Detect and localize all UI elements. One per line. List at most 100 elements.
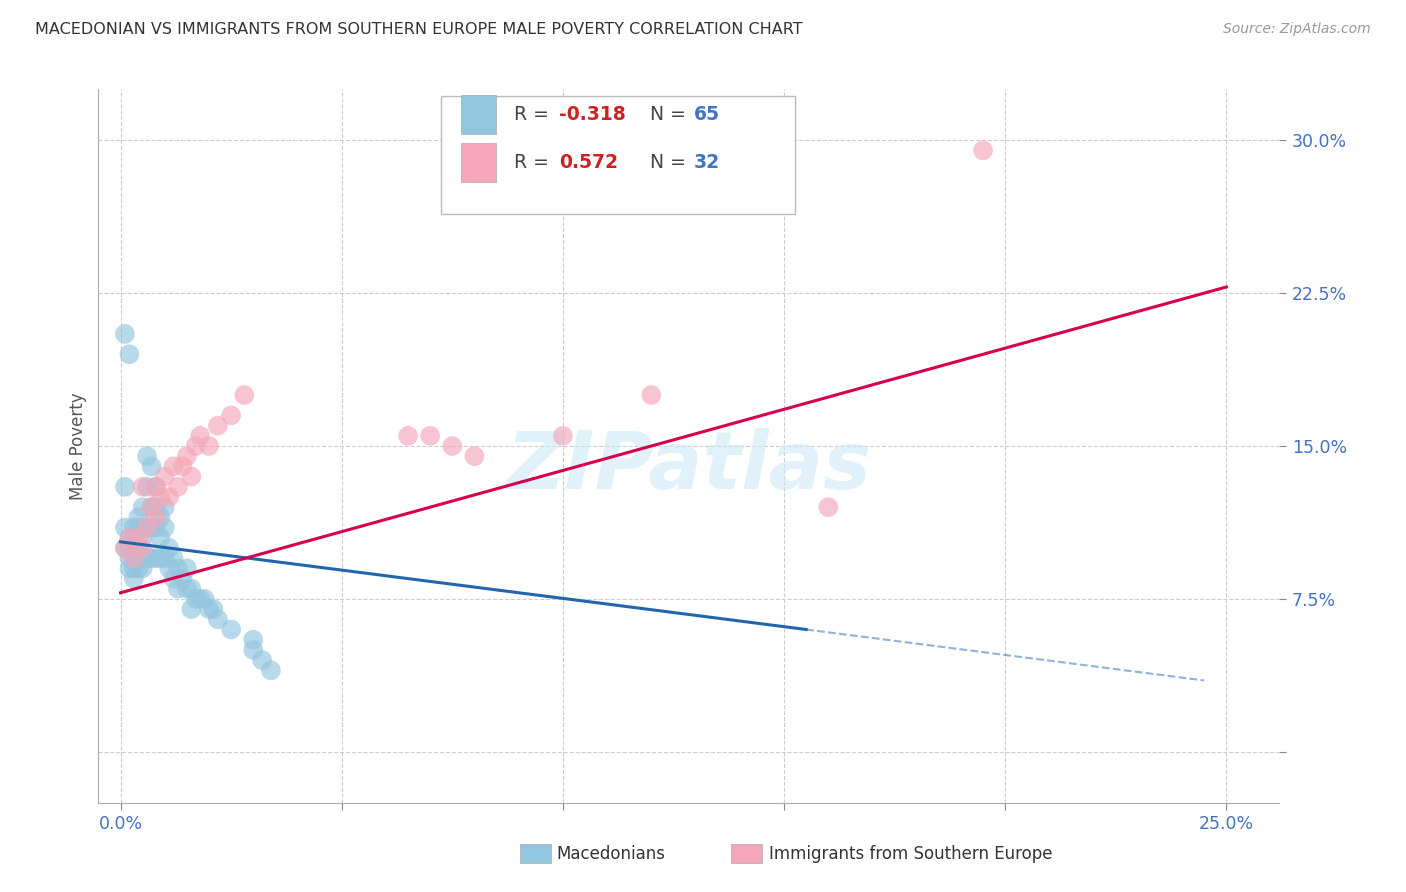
Point [207, 612, 229, 626]
Point [145, 480, 167, 494]
Point [396, 429, 419, 443]
Point [242, 632, 264, 647]
Point [141, 551, 163, 566]
Point [180, 602, 202, 616]
FancyBboxPatch shape [441, 96, 796, 214]
Text: 0.572: 0.572 [560, 153, 619, 172]
Point [136, 520, 159, 534]
Point [127, 561, 149, 575]
Point [131, 561, 153, 575]
Point [141, 520, 163, 534]
Text: R =: R = [515, 153, 561, 172]
Point [118, 541, 141, 555]
Point [172, 459, 194, 474]
Point [233, 388, 256, 402]
Point [157, 561, 180, 575]
Point [118, 347, 141, 361]
Point [972, 144, 994, 158]
Point [122, 572, 145, 586]
Point [114, 541, 136, 555]
Text: Macedonians: Macedonians [557, 845, 666, 863]
Point [176, 561, 198, 575]
Text: N =: N = [650, 105, 692, 124]
Point [114, 520, 136, 534]
FancyBboxPatch shape [461, 95, 496, 134]
Point [194, 591, 217, 606]
Point [172, 572, 194, 586]
Point [136, 480, 159, 494]
Point [127, 531, 149, 545]
Point [188, 591, 211, 606]
Point [145, 500, 167, 515]
Text: MACEDONIAN VS IMMIGRANTS FROM SOUTHERN EUROPE MALE POVERTY CORRELATION CHART: MACEDONIAN VS IMMIGRANTS FROM SOUTHERN E… [35, 22, 803, 37]
Point [145, 510, 167, 524]
Point [817, 500, 839, 515]
Point [184, 439, 207, 453]
Point [136, 551, 159, 566]
Point [198, 602, 221, 616]
Point [167, 480, 190, 494]
Point [180, 582, 202, 596]
Point [122, 551, 145, 566]
Point [207, 418, 229, 433]
Point [127, 541, 149, 555]
Point [141, 500, 163, 515]
Point [118, 561, 141, 575]
Point [180, 469, 202, 483]
Point [118, 531, 141, 545]
Point [149, 531, 172, 545]
Point [122, 551, 145, 566]
FancyBboxPatch shape [461, 143, 496, 182]
Point [153, 520, 176, 534]
Point [114, 326, 136, 341]
Text: Source: ZipAtlas.com: Source: ZipAtlas.com [1223, 22, 1371, 37]
Point [176, 582, 198, 596]
Point [122, 520, 145, 534]
Point [184, 591, 207, 606]
Point [176, 449, 198, 463]
Point [260, 663, 283, 677]
Point [145, 551, 167, 566]
Text: Immigrants from Southern Europe: Immigrants from Southern Europe [769, 845, 1053, 863]
Point [118, 531, 141, 545]
Point [127, 520, 149, 534]
Point [122, 541, 145, 555]
Text: N =: N = [650, 153, 692, 172]
Point [167, 561, 190, 575]
Point [153, 469, 176, 483]
Point [122, 561, 145, 575]
Point [141, 459, 163, 474]
Point [188, 429, 211, 443]
Point [114, 541, 136, 555]
Point [162, 551, 184, 566]
Text: -0.318: -0.318 [560, 105, 626, 124]
Point [242, 643, 264, 657]
Point [136, 449, 159, 463]
Text: R =: R = [515, 105, 555, 124]
Point [145, 520, 167, 534]
Point [145, 480, 167, 494]
Point [167, 582, 190, 596]
Point [640, 388, 662, 402]
Text: 65: 65 [693, 105, 720, 124]
Text: ZIPatlas: ZIPatlas [506, 428, 872, 507]
Point [122, 531, 145, 545]
Point [141, 500, 163, 515]
Point [127, 510, 149, 524]
Point [551, 429, 574, 443]
Point [149, 551, 172, 566]
Point [198, 439, 221, 453]
Point [131, 531, 153, 545]
Point [136, 520, 159, 534]
Point [157, 541, 180, 555]
Point [441, 439, 464, 453]
Point [131, 520, 153, 534]
Y-axis label: Male Poverty: Male Poverty [69, 392, 87, 500]
Point [149, 490, 172, 504]
Point [219, 409, 242, 423]
Point [114, 480, 136, 494]
Point [463, 449, 485, 463]
Point [149, 510, 172, 524]
Point [131, 480, 153, 494]
Point [127, 551, 149, 566]
